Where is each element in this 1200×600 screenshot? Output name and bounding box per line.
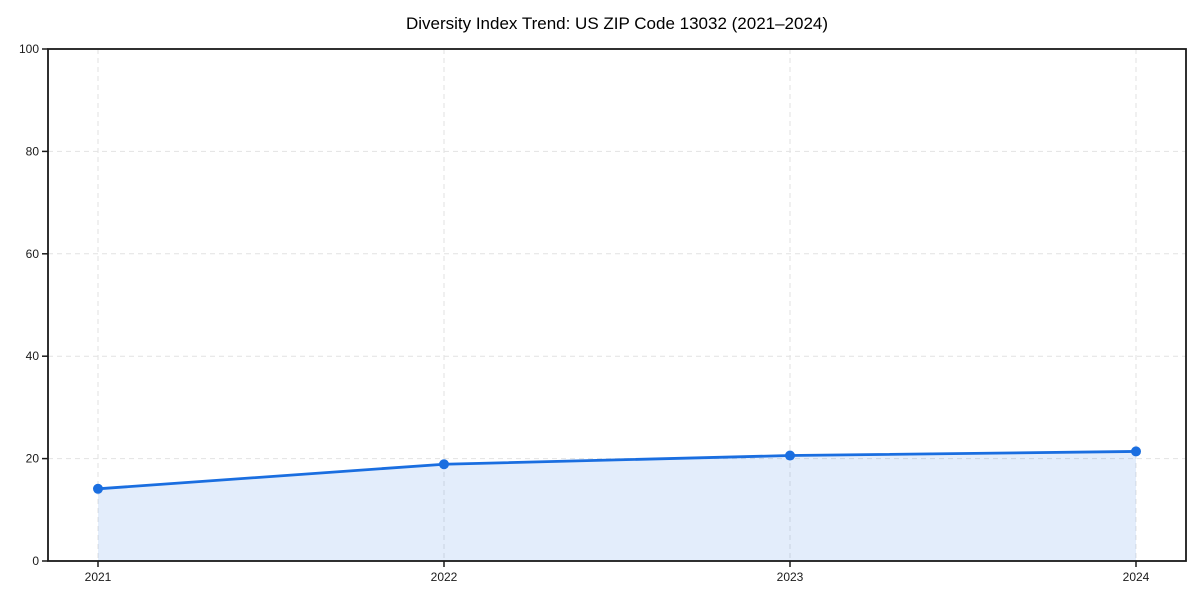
series-line: [96, 450, 1138, 491]
trend-line: [96, 450, 1138, 491]
x-tick-label: 2022: [431, 570, 458, 584]
y-tick-label: 0: [32, 554, 39, 568]
axis-frame: [42, 48, 1187, 567]
y-tick-label: 100: [19, 42, 39, 56]
data-point-2023: [785, 450, 795, 461]
x-axis-tick-labels: 2021 2022 2023 2024: [85, 570, 1150, 584]
y-tick-label: 60: [26, 247, 40, 261]
plot-border: [47, 48, 1187, 562]
y-tick-label: 20: [26, 452, 40, 466]
y-axis-tick-labels: 0 20 40 60 80 100: [19, 42, 39, 568]
chart-title: Diversity Index Trend: US ZIP Code 13032…: [406, 14, 828, 33]
series-area-fill: [98, 451, 1136, 561]
data-point-2022: [439, 459, 449, 470]
data-points: [93, 446, 1141, 494]
x-tick-label: 2021: [85, 570, 112, 584]
x-tick-label: 2023: [777, 570, 804, 584]
x-tick-label: 2024: [1123, 570, 1150, 584]
area-fill: [98, 451, 1136, 561]
data-point-2021: [93, 483, 103, 494]
y-tick-label: 80: [26, 144, 40, 158]
y-tick-label: 40: [26, 349, 40, 363]
data-point-2024: [1131, 446, 1141, 457]
